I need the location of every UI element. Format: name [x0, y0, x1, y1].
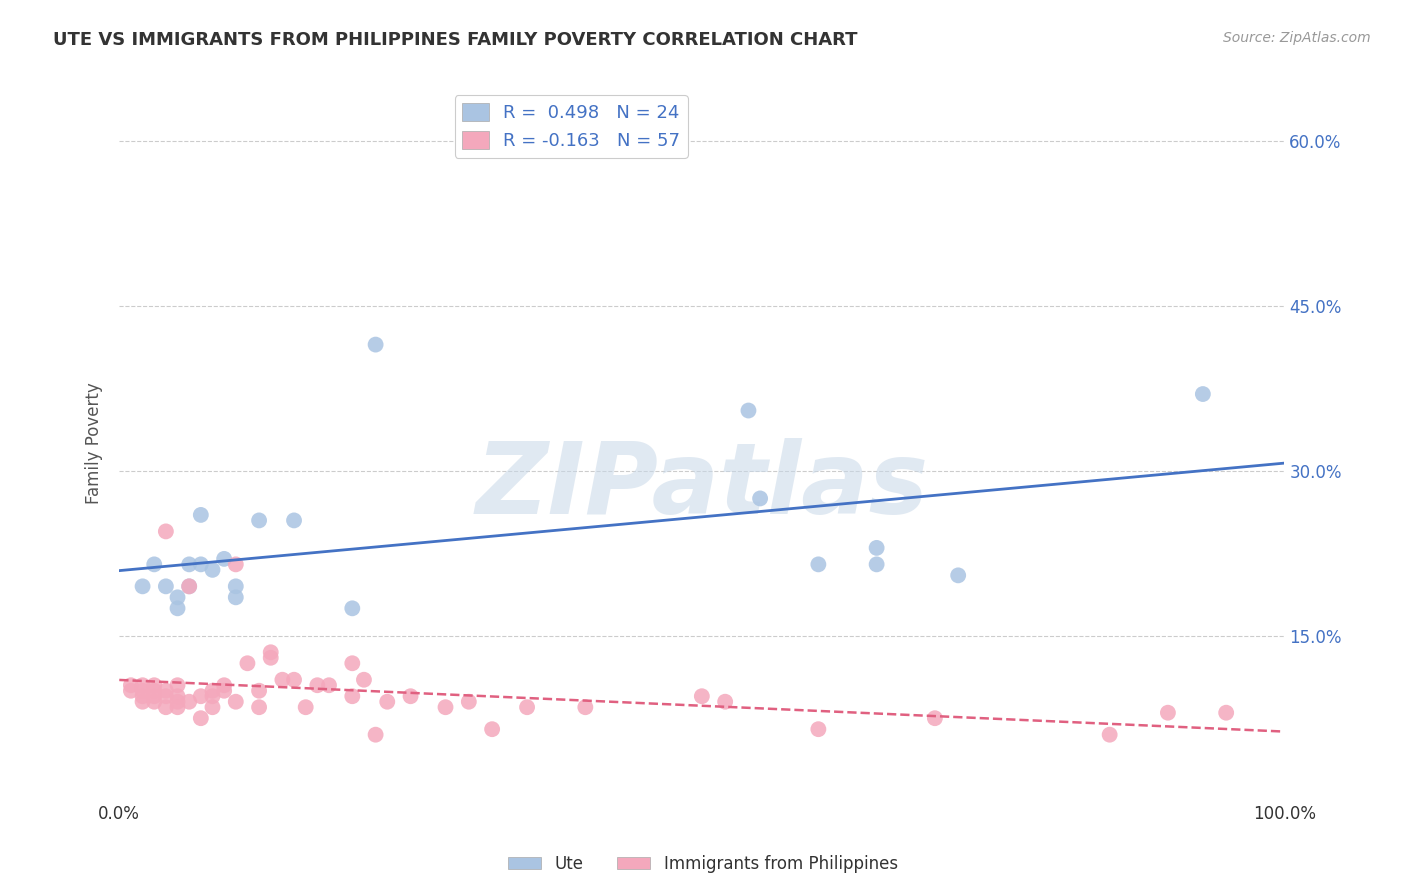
Point: [342, 601, 364, 615]
Point: [807, 558, 830, 572]
Point: [225, 579, 247, 593]
Point: [364, 728, 387, 742]
Point: [166, 601, 188, 615]
Point: [179, 558, 201, 572]
Point: [225, 558, 247, 572]
Point: [190, 508, 212, 522]
Point: [166, 591, 188, 605]
Point: [201, 563, 224, 577]
Point: [143, 683, 166, 698]
Point: [353, 673, 375, 687]
Point: [247, 683, 270, 698]
Point: [260, 645, 283, 659]
Point: [342, 690, 364, 704]
Point: [131, 579, 153, 593]
Point: [481, 722, 503, 736]
Point: [143, 678, 166, 692]
Point: [166, 690, 188, 704]
Point: [247, 700, 270, 714]
Point: [236, 657, 259, 671]
Point: [190, 690, 212, 704]
Point: [271, 673, 294, 687]
Point: [225, 591, 247, 605]
Point: [1215, 706, 1237, 720]
Point: [143, 695, 166, 709]
Point: [212, 683, 235, 698]
Point: [434, 700, 457, 714]
Point: [574, 700, 596, 714]
Point: [155, 683, 177, 698]
Legend: Ute, Immigrants from Philippines: Ute, Immigrants from Philippines: [502, 848, 904, 880]
Text: Source: ZipAtlas.com: Source: ZipAtlas.com: [1223, 31, 1371, 45]
Point: [155, 700, 177, 714]
Point: [247, 513, 270, 527]
Point: [690, 690, 713, 704]
Point: [225, 695, 247, 709]
Point: [179, 579, 201, 593]
Point: [1192, 387, 1215, 401]
Point: [179, 695, 201, 709]
Point: [294, 700, 316, 714]
Point: [283, 673, 305, 687]
Point: [946, 568, 969, 582]
Point: [155, 690, 177, 704]
Point: [865, 541, 887, 555]
Point: [190, 711, 212, 725]
Point: [807, 722, 830, 736]
Point: [364, 337, 387, 351]
Point: [131, 683, 153, 698]
Point: [166, 695, 188, 709]
Point: [260, 650, 283, 665]
Point: [375, 695, 398, 709]
Point: [749, 491, 772, 506]
Point: [120, 683, 142, 698]
Legend: R =  0.498   N = 24, R = -0.163   N = 57: R = 0.498 N = 24, R = -0.163 N = 57: [454, 95, 688, 158]
Point: [318, 678, 340, 692]
Point: [924, 711, 946, 725]
Point: [201, 690, 224, 704]
Point: [166, 700, 188, 714]
Point: [131, 678, 153, 692]
Point: [1098, 728, 1121, 742]
Point: [342, 657, 364, 671]
Point: [283, 513, 305, 527]
Point: [120, 678, 142, 692]
Point: [212, 552, 235, 566]
Point: [179, 579, 201, 593]
Point: [457, 695, 479, 709]
Point: [131, 690, 153, 704]
Point: [143, 690, 166, 704]
Point: [399, 690, 422, 704]
Point: [714, 695, 737, 709]
Point: [307, 678, 329, 692]
Y-axis label: Family Poverty: Family Poverty: [86, 383, 103, 504]
Point: [143, 558, 166, 572]
Text: UTE VS IMMIGRANTS FROM PHILIPPINES FAMILY POVERTY CORRELATION CHART: UTE VS IMMIGRANTS FROM PHILIPPINES FAMIL…: [53, 31, 858, 49]
Point: [166, 678, 188, 692]
Point: [155, 579, 177, 593]
Point: [865, 558, 887, 572]
Point: [737, 403, 759, 417]
Text: ZIPatlas: ZIPatlas: [475, 438, 928, 535]
Point: [155, 524, 177, 539]
Point: [516, 700, 538, 714]
Point: [190, 558, 212, 572]
Point: [201, 683, 224, 698]
Point: [212, 678, 235, 692]
Point: [131, 695, 153, 709]
Point: [1157, 706, 1180, 720]
Point: [201, 700, 224, 714]
